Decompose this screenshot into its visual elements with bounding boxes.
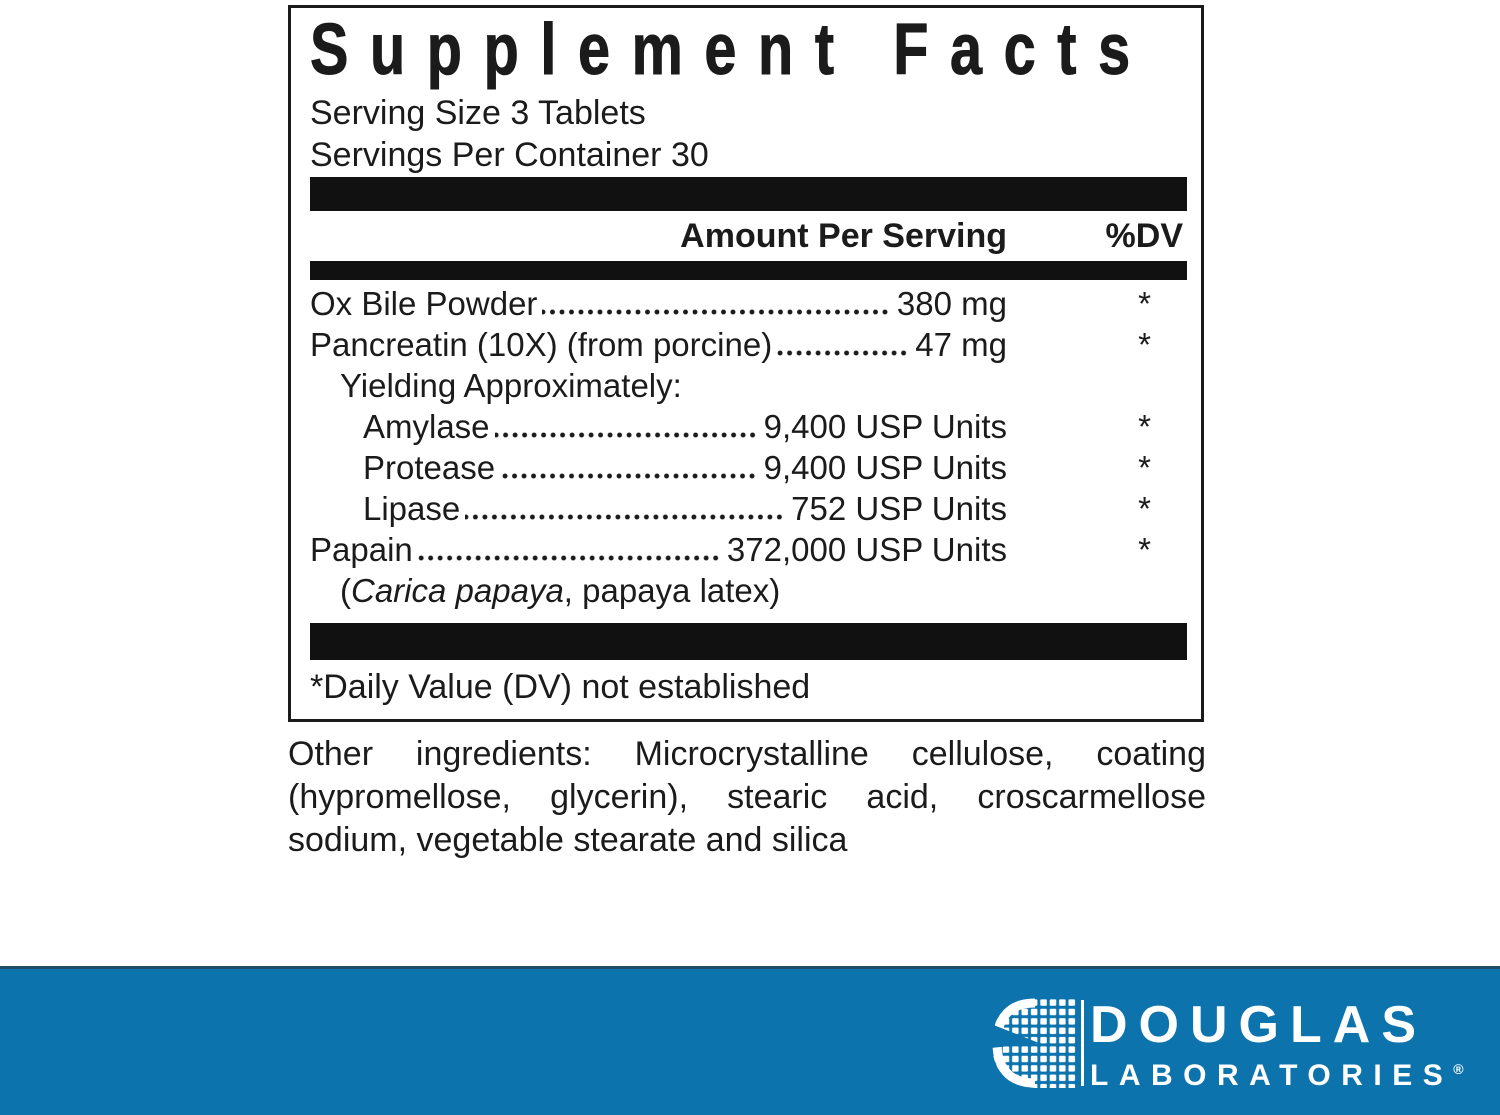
other-ingredients: Other ingredients: Microcrystalline cell… xyxy=(288,733,1206,862)
ingredient-row-papain: Papain 372,000 USP Units * xyxy=(310,529,1187,570)
divider-bar-header xyxy=(310,261,1187,280)
panel-title: Supplement Facts xyxy=(310,10,1152,90)
source-suffix: , papaya latex) xyxy=(563,572,781,609)
ingredient-amount: 380 mg xyxy=(896,285,1007,322)
ingredient-amount: 9,400 USP Units xyxy=(763,449,1007,486)
registered-trademark: ® xyxy=(1453,1061,1464,1077)
other-ingredients-line: sodium, vegetable stearate and silica xyxy=(288,821,848,859)
dot-leader xyxy=(465,511,787,523)
ingredient-row-papain-source: (Carica papaya, papaya latex) xyxy=(310,570,1187,611)
logo-separator xyxy=(1081,1000,1084,1086)
ingredient-row-ox-bile: Ox Bile Powder 380 mg * xyxy=(310,283,1187,324)
ingredient-name: Amylase xyxy=(363,408,490,445)
dot-leader xyxy=(494,429,759,441)
ingredient-rows: Ox Bile Powder 380 mg * Pancreatin (10X)… xyxy=(310,280,1187,611)
source-prefix: ( xyxy=(340,572,351,609)
ingredient-dv: * xyxy=(1138,408,1151,445)
ingredient-name: Pancreatin (10X) (from porcine) xyxy=(310,326,773,363)
ingredient-amount: 372,000 USP Units xyxy=(726,531,1007,568)
ingredient-name: Lipase xyxy=(363,490,461,527)
brand-name: DOUGLAS xyxy=(1090,996,1427,1054)
ingredient-row-protease: Protease 9,400 USP Units * xyxy=(310,447,1187,488)
ingredient-row-lipase: Lipase 752 USP Units * xyxy=(310,488,1187,529)
servings-per-container: Servings Per Container 30 xyxy=(310,136,709,174)
amount-per-serving-header: Amount Per Serving xyxy=(680,216,1007,255)
brand-subname-text: LABORATORIES xyxy=(1090,1059,1454,1092)
ingredient-dv: * xyxy=(1138,326,1151,363)
ingredient-amount: 9,400 USP Units xyxy=(763,408,1007,445)
ingredient-dv: * xyxy=(1138,449,1151,486)
logo-text: DOUGLAS LABORATORIES® xyxy=(1090,998,1464,1092)
row-filler xyxy=(682,365,1007,406)
ingredient-name: (Carica papaya, papaya latex) xyxy=(340,570,780,611)
other-ingredients-line: (hypromellose, glycerin), stearic acid, … xyxy=(288,778,1206,816)
ingredient-row-amylase: Amylase 9,400 USP Units * xyxy=(310,406,1187,447)
percent-dv-header: %DV xyxy=(1105,216,1183,255)
brand-subname: LABORATORIES® xyxy=(1090,1053,1464,1092)
ingredient-amount: 752 USP Units xyxy=(791,490,1007,527)
brand-band: DOUGLAS LABORATORIES® xyxy=(0,966,1500,1115)
daily-value-footnote: *Daily Value (DV) not established xyxy=(310,668,811,706)
ingredient-dv xyxy=(1007,570,1187,611)
douglas-grid-g-icon xyxy=(992,998,1076,1088)
other-ingredients-line: Other ingredients: Microcrystalline cell… xyxy=(288,735,1206,773)
dot-leader xyxy=(500,470,759,482)
ingredient-name: Papain xyxy=(310,531,413,568)
row-filler xyxy=(780,570,1007,611)
divider-bar-bottom xyxy=(310,623,1187,660)
ingredient-dv xyxy=(1007,365,1187,406)
ingredient-name: Yielding Approximately: xyxy=(340,367,682,404)
ingredient-amount: 47 mg xyxy=(915,326,1007,363)
dot-leader xyxy=(542,306,892,318)
douglas-laboratories-logo: DOUGLAS LABORATORIES® xyxy=(992,998,1464,1092)
ingredient-name: Protease xyxy=(363,449,496,486)
ingredient-row-pancreatin: Pancreatin (10X) (from porcine) 47 mg * xyxy=(310,324,1187,365)
ingredient-name: Ox Bile Powder xyxy=(310,285,538,322)
ingredient-dv: * xyxy=(1138,531,1151,568)
dot-leader xyxy=(417,552,722,564)
column-header-row: Amount Per Serving %DV xyxy=(310,211,1187,261)
ingredient-dv: * xyxy=(1138,490,1151,527)
serving-size: Serving Size 3 Tablets xyxy=(310,94,646,132)
supplement-facts-panel: Supplement Facts Serving Size 3 Tablets … xyxy=(288,5,1204,722)
ingredient-dv: * xyxy=(1138,285,1151,322)
divider-bar-top xyxy=(310,177,1187,211)
ingredient-row-yielding: Yielding Approximately: xyxy=(310,365,1187,406)
dot-leader xyxy=(777,347,911,359)
scientific-name: Carica papaya xyxy=(351,572,564,609)
